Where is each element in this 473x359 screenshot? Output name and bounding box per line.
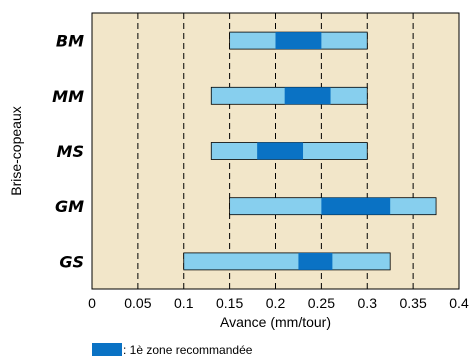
recommended-bar-bm bbox=[275, 32, 322, 50]
x-tick-label: 0 bbox=[88, 295, 96, 311]
recommended-bar-mm bbox=[284, 87, 331, 105]
bars bbox=[183, 31, 437, 271]
x-tick-label: 0.05 bbox=[124, 295, 151, 311]
category-label-gs: GS bbox=[59, 252, 84, 271]
y-axis-title: Brise-copeaux bbox=[8, 106, 24, 196]
plot-frame bbox=[91, 12, 460, 290]
legend-swatch-recommended bbox=[92, 343, 122, 356]
x-tick-label: 0.15 bbox=[216, 295, 243, 311]
recommended-bar-gm bbox=[321, 197, 391, 215]
x-tick-label: 0.2 bbox=[266, 295, 286, 311]
legend-label-recommended: : 1è zone recommandée bbox=[123, 343, 253, 357]
x-tick-label: 0.25 bbox=[308, 295, 335, 311]
range-bar-gs bbox=[183, 252, 391, 271]
category-label-gm: GM bbox=[55, 197, 84, 216]
category-label-bm: BM bbox=[56, 32, 84, 51]
recommended-bar-gs bbox=[298, 252, 333, 270]
x-tick-label: 0.4 bbox=[449, 295, 469, 311]
x-axis-title: Avance (mm/tour) bbox=[220, 314, 331, 330]
x-tick-label: 0.35 bbox=[400, 295, 427, 311]
recommended-bar-ms bbox=[257, 142, 304, 160]
category-labels: BM MM MS GM GS bbox=[52, 32, 84, 272]
x-tick-labels: 0 0.05 0.1 0.15 0.2 0.25 0.3 0.35 0.4 bbox=[88, 295, 469, 311]
grid-lines bbox=[137, 13, 414, 289]
x-tick-label: 0.3 bbox=[358, 295, 378, 311]
x-tick-label: 0.1 bbox=[174, 295, 194, 311]
category-label-mm: MM bbox=[52, 87, 84, 106]
category-label-ms: MS bbox=[57, 142, 84, 161]
